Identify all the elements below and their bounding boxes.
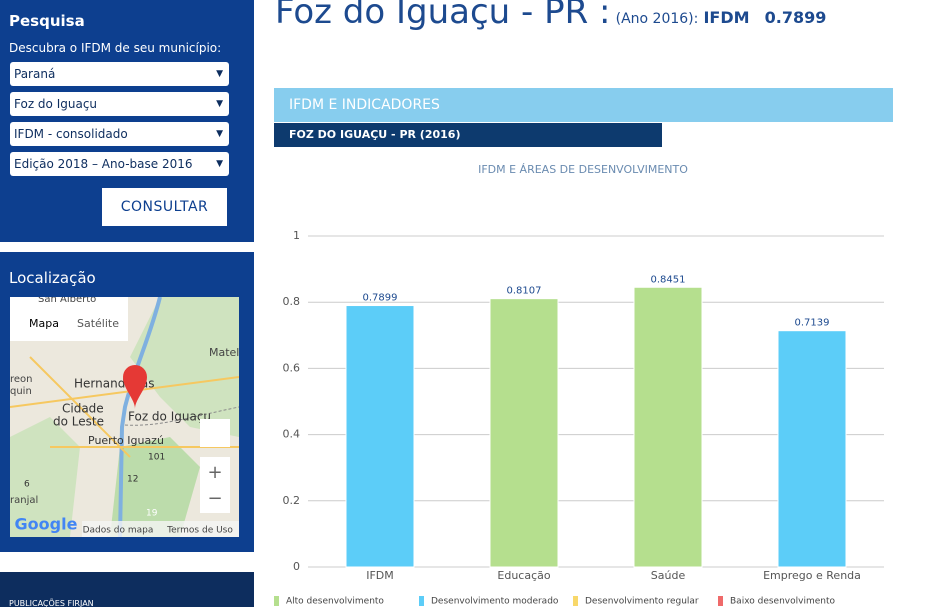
- chart-title: IFDM E ÁREAS DE DESENVOLVIMENTO: [478, 163, 688, 176]
- legend-swatch: [419, 596, 424, 606]
- y-tick-label: 0.2: [283, 494, 301, 507]
- bar: [489, 298, 559, 568]
- search-title: Pesquisa: [9, 12, 85, 30]
- map-brand: Google: [15, 515, 78, 534]
- value-label: 0.7139: [795, 318, 830, 329]
- legend-swatch: [573, 596, 578, 606]
- map-label: Foz do Iguaçu: [128, 410, 211, 424]
- bar: [777, 330, 847, 568]
- header-year: (Ano 2016):: [615, 11, 699, 27]
- header-metric: IFDM: [703, 8, 750, 27]
- value-label: 0.7899: [363, 293, 398, 304]
- map-label: 101: [148, 453, 165, 463]
- city-select[interactable]: Foz do Iguaçu ▼: [10, 92, 229, 116]
- search-prompt: Descubra o IFDM de seu município:: [9, 41, 222, 55]
- subsection-bar: FOZ DO IGUAÇU - PR (2016): [274, 123, 662, 147]
- value-label: 0.8107: [507, 286, 542, 297]
- select-value: Paraná: [14, 67, 56, 81]
- y-tick-label: 0.6: [283, 361, 301, 374]
- edition-select[interactable]: Edição 2018 – Ano-base 2016 ▼: [10, 152, 229, 176]
- x-tick-label: Educação: [497, 569, 550, 582]
- map-label: ranjal: [10, 495, 38, 506]
- map-label: quin: [10, 386, 32, 397]
- map-label: 12: [127, 475, 138, 485]
- map-footer[interactable]: Termos de Uso: [166, 526, 233, 536]
- select-value: IFDM - consolidado: [14, 127, 128, 141]
- map-label: San Alberto: [38, 297, 96, 305]
- map-label: Matelâ: [209, 346, 239, 359]
- publications-title[interactable]: PUBLICAÇÕES FIRJAN: [9, 599, 94, 608]
- map-label: Cidade: [62, 402, 104, 416]
- section-bar: IFDM E INDICADORES: [274, 88, 893, 122]
- legend-label: Baixo desenvolvimento: [730, 597, 835, 607]
- map-footer[interactable]: Dados do mapa: [83, 526, 154, 536]
- search-panel: Pesquisa Descubra o IFDM de seu municípi…: [0, 0, 254, 242]
- y-tick-label: 0.8: [283, 295, 301, 308]
- x-tick-label: IFDM: [366, 569, 394, 582]
- header-title: Foz do Iguaçu - PR :: [275, 0, 611, 32]
- consult-button[interactable]: CONSULTAR: [102, 188, 227, 226]
- map-label: 19: [146, 509, 158, 519]
- map-label: Puerto Iguazú: [88, 434, 164, 447]
- map-label: do Leste: [53, 415, 104, 429]
- legend-label: Desenvolvimento moderado: [431, 597, 559, 607]
- map-label: 6: [24, 480, 30, 490]
- header-value: 0.7899: [764, 8, 827, 27]
- map[interactable]: Mapa Satélite San Alberto Matelâ reon qu…: [10, 297, 239, 537]
- select-value: Foz do Iguaçu: [14, 97, 98, 111]
- page-header: Foz do Iguaçu - PR : (Ano 2016): IFDM 0.…: [275, 0, 826, 32]
- publications-panel: PUBLICAÇÕES FIRJAN: [0, 572, 254, 608]
- legend-label: Alto desenvolvimento: [286, 597, 384, 607]
- svg-text:+: +: [207, 462, 222, 483]
- legend-swatch: [718, 596, 723, 606]
- x-tick-label: Saúde: [651, 569, 686, 582]
- y-tick-label: 1: [293, 229, 300, 242]
- y-tick-label: 0.4: [283, 428, 301, 441]
- bar: [345, 305, 415, 568]
- value-label: 0.8451: [651, 274, 686, 285]
- location-title: Localização: [9, 269, 96, 287]
- x-tick-label: Emprego e Renda: [763, 569, 861, 582]
- location-panel: Localização Mapa Satélite San Alberto Ma…: [0, 252, 254, 552]
- svg-text:−: −: [207, 488, 222, 509]
- index-select[interactable]: IFDM - consolidado ▼: [10, 122, 229, 146]
- map-tab[interactable]: Mapa: [29, 317, 59, 330]
- state-select[interactable]: Paraná ▼: [10, 62, 229, 86]
- legend-label: Desenvolvimento regular: [585, 597, 699, 607]
- bar: [633, 286, 703, 568]
- y-tick-label: 0: [293, 560, 300, 573]
- map-label: reon: [10, 374, 33, 385]
- select-value: Edição 2018 – Ano-base 2016: [14, 157, 193, 171]
- map-tab[interactable]: Satélite: [77, 317, 119, 330]
- legend-swatch: [274, 596, 279, 606]
